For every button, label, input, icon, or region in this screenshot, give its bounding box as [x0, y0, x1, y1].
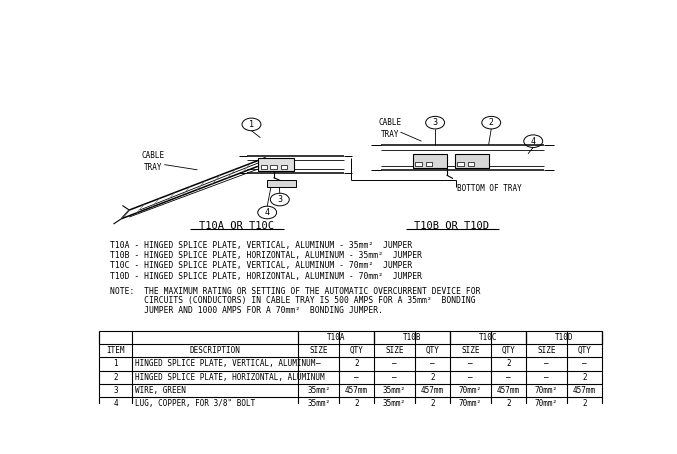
Text: HINGED SPLICE PLATE, VERTICAL, ALUMINUM: HINGED SPLICE PLATE, VERTICAL, ALUMINUM — [135, 360, 315, 368]
Text: T10B: T10B — [403, 333, 421, 342]
Text: 4: 4 — [531, 137, 536, 146]
Text: —: — — [392, 373, 397, 382]
Bar — [454, 154, 489, 168]
Text: SIZE: SIZE — [309, 346, 328, 355]
Bar — [281, 165, 287, 169]
Text: QTY: QTY — [426, 346, 439, 355]
Text: 35mm²: 35mm² — [383, 399, 406, 408]
Text: SIZE: SIZE — [537, 346, 556, 355]
Text: 70mm²: 70mm² — [459, 386, 482, 395]
Text: —: — — [582, 360, 586, 368]
Text: 457mm: 457mm — [573, 386, 596, 395]
Text: NOTE:  THE MAXIMUM RATING OR SETTING OF THE AUTOMATIC OVERCURRENT DEVICE FOR: NOTE: THE MAXIMUM RATING OR SETTING OF T… — [110, 286, 480, 296]
Text: 2: 2 — [489, 118, 494, 127]
Text: T10C - HINGED SPLICE PLATE, VERTICAL, ALUMINUM - 70mm²  JUMPER: T10C - HINGED SPLICE PLATE, VERTICAL, AL… — [110, 262, 412, 271]
Text: 457mm: 457mm — [345, 386, 368, 395]
Bar — [415, 162, 422, 166]
Text: 457mm: 457mm — [497, 386, 520, 395]
Text: —: — — [392, 360, 397, 368]
Text: —: — — [316, 360, 321, 368]
Text: T10A - HINGED SPLICE PLATE, VERTICAL, ALUMINUM - 35mm²  JUMPER: T10A - HINGED SPLICE PLATE, VERTICAL, AL… — [110, 241, 412, 250]
Text: —: — — [544, 373, 548, 382]
Text: 35mm²: 35mm² — [307, 399, 330, 408]
Text: SIZE: SIZE — [461, 346, 479, 355]
Text: QTY: QTY — [577, 346, 591, 355]
Text: BOTTOM OF TRAY: BOTTOM OF TRAY — [457, 183, 522, 192]
Text: 4: 4 — [265, 208, 269, 217]
Text: 1: 1 — [114, 360, 118, 368]
Text: CABLE
TRAY: CABLE TRAY — [378, 118, 401, 139]
Text: 457mm: 457mm — [421, 386, 444, 395]
Text: 70mm²: 70mm² — [535, 399, 558, 408]
Text: 2: 2 — [430, 399, 435, 408]
Bar — [270, 165, 277, 169]
Text: 3: 3 — [278, 195, 282, 204]
Text: T10C: T10C — [479, 333, 498, 342]
Text: —: — — [354, 373, 359, 382]
Bar — [468, 162, 475, 166]
Text: 35mm²: 35mm² — [307, 386, 330, 395]
Text: WIRE, GREEN: WIRE, GREEN — [135, 386, 186, 395]
Text: 4: 4 — [114, 399, 118, 408]
Text: 70mm²: 70mm² — [535, 386, 558, 395]
Text: CIRCUITS (CONDUCTORS) IN CABLE TRAY IS 500 AMPS FOR A 35mm²  BONDING: CIRCUITS (CONDUCTORS) IN CABLE TRAY IS 5… — [110, 296, 475, 305]
Bar — [267, 180, 296, 188]
Bar — [258, 158, 294, 171]
Text: 1: 1 — [249, 120, 254, 129]
Text: 2: 2 — [506, 360, 510, 368]
Text: SIZE: SIZE — [385, 346, 403, 355]
Text: HINGED SPLICE PLATE, HORIZONTAL, ALUMINUM: HINGED SPLICE PLATE, HORIZONTAL, ALUMINU… — [135, 373, 325, 382]
Text: 2: 2 — [354, 399, 359, 408]
Text: JUMPER AND 1000 AMPS FOR A 70mm²  BONDING JUMPER.: JUMPER AND 1000 AMPS FOR A 70mm² BONDING… — [110, 306, 383, 315]
Text: LUG, COPPER, FOR 3/8" BOLT: LUG, COPPER, FOR 3/8" BOLT — [135, 399, 255, 408]
Text: T10D: T10D — [554, 333, 573, 342]
Text: ITEM: ITEM — [107, 346, 125, 355]
Text: 2: 2 — [430, 373, 435, 382]
Text: —: — — [468, 360, 473, 368]
Text: 2: 2 — [114, 373, 118, 382]
Bar — [426, 162, 433, 166]
Text: 2: 2 — [582, 399, 586, 408]
Bar — [457, 162, 464, 166]
Text: 2: 2 — [354, 360, 359, 368]
Text: CABLE
TRAY: CABLE TRAY — [141, 151, 165, 172]
Text: T10D - HINGED SPLICE PLATE, HORIZONTAL, ALUMINUM - 70mm²  JUMPER: T10D - HINGED SPLICE PLATE, HORIZONTAL, … — [110, 272, 422, 281]
Text: 3: 3 — [433, 118, 437, 127]
Text: T10B - HINGED SPLICE PLATE, HORIZONTAL, ALUMINUM - 35mm²  JUMPER: T10B - HINGED SPLICE PLATE, HORIZONTAL, … — [110, 251, 422, 260]
Text: DESCRIPTION: DESCRIPTION — [190, 346, 241, 355]
Text: QTY: QTY — [502, 346, 515, 355]
Text: —: — — [468, 373, 473, 382]
Text: —: — — [506, 373, 510, 382]
Bar — [261, 165, 267, 169]
Text: —: — — [544, 360, 548, 368]
Text: T10B OR T10D: T10B OR T10D — [414, 221, 489, 231]
Text: 2: 2 — [506, 399, 510, 408]
Text: —: — — [430, 360, 435, 368]
Text: 3: 3 — [114, 386, 118, 395]
Text: T10A OR T10C: T10A OR T10C — [199, 221, 274, 231]
Text: 2: 2 — [582, 373, 586, 382]
Text: 70mm²: 70mm² — [459, 399, 482, 408]
Bar — [412, 154, 447, 168]
Text: QTY: QTY — [349, 346, 364, 355]
Text: T10A: T10A — [327, 333, 345, 342]
Text: 35mm²: 35mm² — [383, 386, 406, 395]
